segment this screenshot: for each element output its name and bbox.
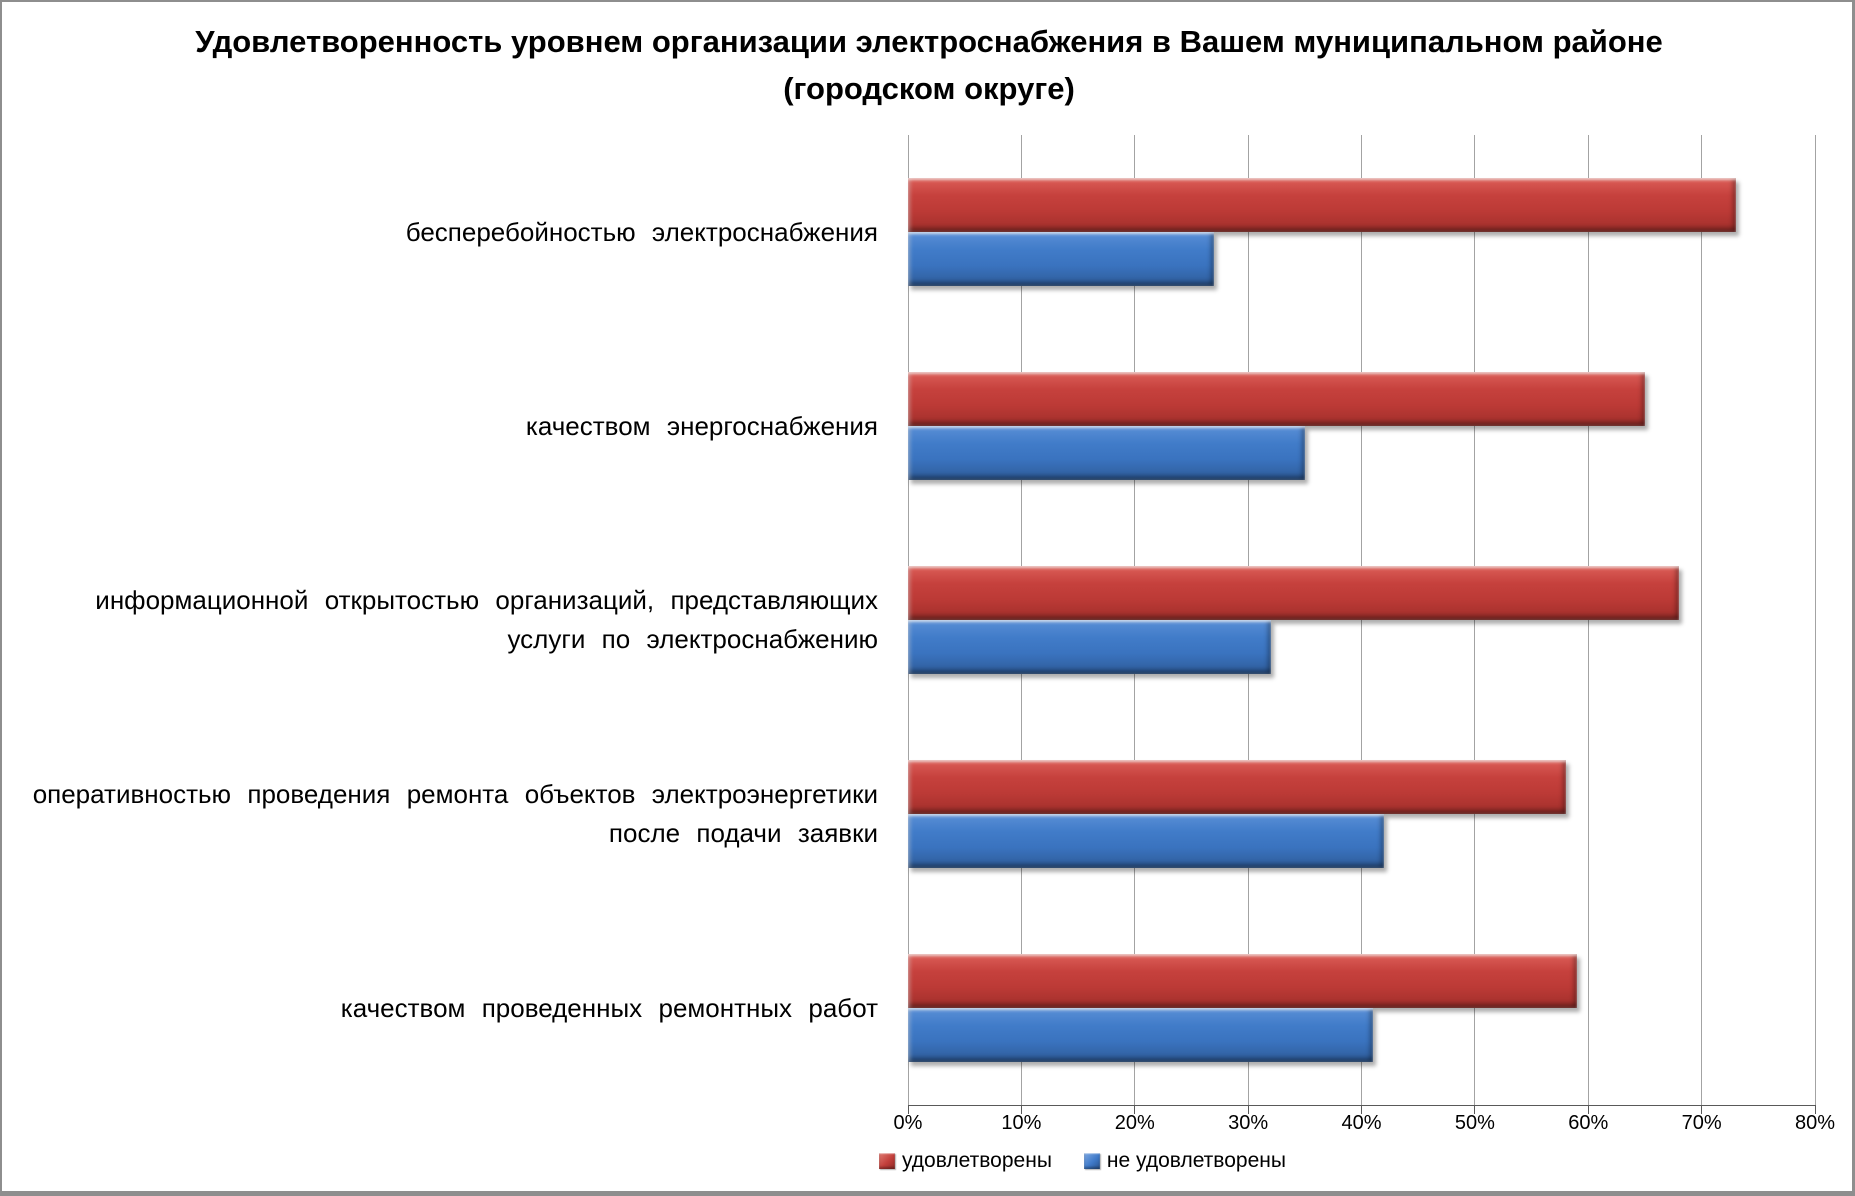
legend-item: удовлетворены xyxy=(879,1149,1052,1173)
gridline xyxy=(1587,135,1589,1105)
x-axis-tick xyxy=(907,1105,909,1114)
category-label-row: бесперебойностью электроснабжения xyxy=(2,135,892,329)
category-label: информационной открытостью организаций, … xyxy=(95,585,878,654)
bar-unsatisfied-0 xyxy=(908,232,1215,286)
category-label-row: информационной открытостью организаций, … xyxy=(2,523,892,717)
legend: удовлетворены не удовлетворены xyxy=(879,1149,1286,1173)
bar-unsatisfied-4 xyxy=(908,1008,1373,1062)
category-label-row: качеством проведенных ремонтных работ xyxy=(2,911,892,1105)
category-label: бесперебойностью электроснабжения xyxy=(405,216,878,247)
x-axis-tick-label: 50% xyxy=(1454,1112,1495,1134)
bar-unsatisfied-3 xyxy=(908,814,1385,868)
gridline xyxy=(1474,135,1476,1105)
bar-satisfied-3 xyxy=(908,760,1566,814)
x-axis-line xyxy=(908,1105,1816,1106)
x-axis-tick-label: 60% xyxy=(1568,1112,1609,1134)
legend-label: удовлетворены xyxy=(902,1149,1052,1172)
x-axis-tick xyxy=(1587,1105,1589,1114)
gridline xyxy=(1361,135,1362,1105)
category-label-row: оперативностью проведения ремонта объект… xyxy=(2,717,892,911)
gridline xyxy=(1814,135,1816,1105)
legend-item: не удовлетворены xyxy=(1083,1149,1286,1173)
plot-area xyxy=(907,135,1816,1114)
x-axis-tick xyxy=(1247,1105,1249,1114)
x-axis-tick xyxy=(1474,1105,1476,1114)
category-label: качеством проведенных ремонтных работ xyxy=(340,992,878,1023)
x-axis-tick xyxy=(1814,1105,1816,1114)
legend-swatch-icon xyxy=(1083,1153,1100,1169)
x-axis-tick-label: 40% xyxy=(1341,1112,1382,1134)
bar-satisfied-4 xyxy=(908,954,1577,1008)
legend-label: не удовлетворены xyxy=(1106,1149,1286,1172)
bar-unsatisfied-2 xyxy=(908,620,1271,674)
category-label-row: качеством энергоснабжения xyxy=(2,329,892,523)
bar-satisfied-0 xyxy=(908,178,1736,232)
x-axis-tick xyxy=(1361,1105,1362,1114)
x-axis-tick xyxy=(1701,1105,1703,1114)
category-labels-layer: бесперебойностью электроснабжения качеств… xyxy=(2,135,892,1105)
x-axis-tick-label: 30% xyxy=(1228,1112,1269,1134)
legend-swatch-icon xyxy=(879,1153,895,1169)
x-axis-tick xyxy=(1134,1105,1136,1114)
x-axis-tick xyxy=(1020,1105,1022,1114)
x-axis-tick-label: 20% xyxy=(1114,1112,1155,1134)
x-axis-tick-label: 80% xyxy=(1794,1112,1836,1134)
x-axis-tick-label: 0% xyxy=(893,1112,923,1134)
x-axis-tick-labels: 0% 10% 20% 30% 40% 50% 60% 70% 80% xyxy=(894,1112,1835,1142)
chart-title: Удовлетворенность уровнем организации эл… xyxy=(195,24,1663,107)
category-label: оперативностью проведения ремонта объект… xyxy=(32,779,878,848)
bar-satisfied-2 xyxy=(908,566,1679,620)
bar-unsatisfied-1 xyxy=(908,426,1305,480)
bar-satisfied-1 xyxy=(908,372,1645,426)
gridline xyxy=(1701,135,1703,1105)
x-axis-tick-label: 70% xyxy=(1681,1112,1722,1134)
x-axis-tick-label: 10% xyxy=(1001,1112,1042,1134)
category-label: качеством энергоснабжения xyxy=(525,410,878,441)
